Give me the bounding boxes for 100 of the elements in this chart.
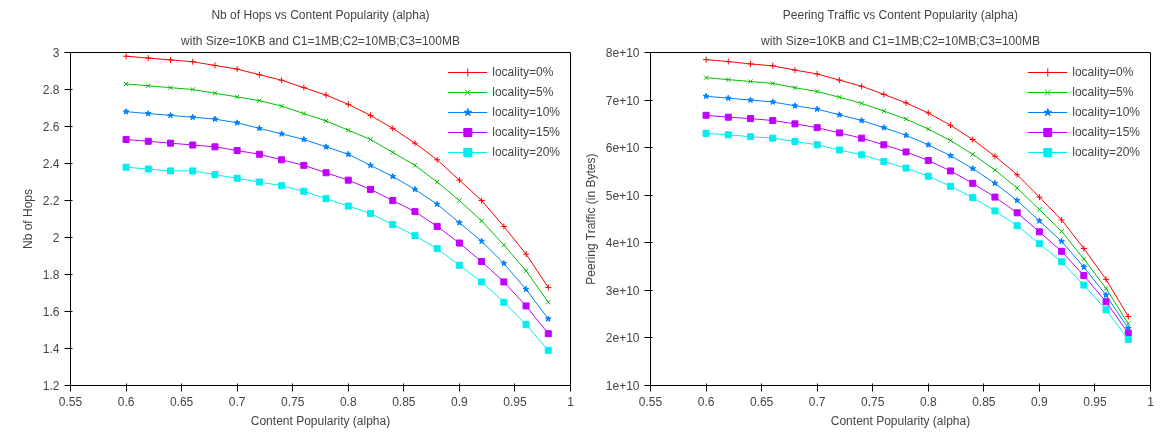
- point: [544, 346, 552, 354]
- point: [1058, 228, 1065, 234]
- point: [211, 171, 219, 179]
- point: [433, 200, 441, 208]
- point: [300, 187, 308, 195]
- point: [389, 197, 397, 204]
- point: [211, 61, 219, 69]
- x-tick-label: 1: [567, 394, 575, 409]
- point: [747, 60, 754, 68]
- point: [500, 278, 508, 286]
- point: [256, 124, 263, 132]
- point: [791, 120, 799, 128]
- point: [500, 298, 508, 306]
- point: [144, 165, 152, 173]
- point: [278, 156, 286, 164]
- point: [1013, 196, 1021, 204]
- y-tick-label: 4e+10: [605, 236, 640, 251]
- point: [344, 176, 352, 184]
- point: [167, 167, 174, 175]
- legend-label: locality=15%: [1072, 125, 1140, 139]
- point: [434, 179, 440, 185]
- point: [367, 185, 374, 193]
- point: [478, 237, 485, 245]
- point: [947, 182, 954, 190]
- point: [367, 161, 374, 169]
- point: [835, 146, 843, 154]
- point: [881, 108, 887, 114]
- y-tick-label: 6e+10: [605, 141, 640, 156]
- point: [501, 242, 507, 248]
- y-tick-label: 1.2: [42, 379, 60, 393]
- y-tick-label: 7e+10: [605, 93, 640, 108]
- point: [902, 148, 910, 156]
- point: [478, 258, 486, 266]
- point: [301, 110, 307, 117]
- point: [769, 62, 777, 70]
- y-axis-title: Nb of Hops: [20, 188, 35, 250]
- x-tick-label: 0.9: [1031, 394, 1049, 409]
- point: [1080, 272, 1088, 280]
- point: [814, 88, 820, 95]
- point: [858, 134, 866, 142]
- y-tick-label: 1.6: [42, 305, 60, 319]
- y-tick-label: 3e+10: [605, 283, 640, 298]
- point: [858, 151, 866, 159]
- point: [455, 261, 463, 269]
- y-tick-label: 2.8: [42, 83, 60, 97]
- x-axis-title: Content Popularity (alpha): [830, 413, 971, 428]
- point: [835, 76, 843, 84]
- point: [500, 222, 508, 230]
- y-tick-label: 1.8: [42, 268, 60, 282]
- x-tick-label: 0.65: [749, 394, 774, 409]
- point: [390, 149, 396, 156]
- y-tick-label: 2.6: [42, 120, 60, 134]
- point: [478, 218, 485, 224]
- x-tick-label: 1: [1147, 394, 1155, 409]
- point: [255, 71, 263, 79]
- point: [233, 119, 241, 126]
- point: [925, 126, 931, 132]
- point: [323, 118, 329, 124]
- point: [880, 157, 888, 165]
- point: [947, 152, 954, 159]
- point: [724, 113, 732, 121]
- point: [278, 76, 286, 84]
- x-tick-label: 0.85: [972, 394, 996, 409]
- point: [702, 92, 710, 100]
- point: [880, 141, 888, 149]
- point: [522, 285, 530, 293]
- point: [769, 98, 777, 105]
- point: [411, 232, 419, 240]
- point: [389, 124, 397, 132]
- point: [367, 209, 374, 217]
- point: [522, 320, 530, 328]
- point: [212, 90, 218, 96]
- point: [702, 129, 710, 137]
- point: [1058, 258, 1066, 266]
- x-tick-label: 0.8: [339, 394, 357, 409]
- point: [835, 129, 843, 137]
- point: [455, 176, 463, 184]
- point: [813, 70, 821, 78]
- point: [924, 172, 932, 180]
- point: [1036, 217, 1043, 224]
- point: [770, 80, 776, 87]
- point: [991, 179, 999, 187]
- point: [433, 245, 441, 253]
- point: [145, 83, 151, 89]
- point: [233, 147, 241, 155]
- point: [412, 162, 418, 168]
- x-tick-label: 0.7: [228, 394, 246, 409]
- point: [858, 100, 865, 107]
- point: [500, 259, 508, 267]
- x-tick-label: 0.8: [919, 394, 937, 409]
- point: [1080, 281, 1088, 289]
- x-tick-label: 0.75: [861, 394, 885, 409]
- point: [389, 221, 397, 229]
- point: [255, 150, 263, 158]
- chart-subtitle: with Size=10KB and C1=1MB;C2=10MB;C3=100MB: [180, 33, 460, 48]
- point: [278, 103, 285, 109]
- point: [1058, 216, 1066, 224]
- point: [1035, 193, 1043, 201]
- point: [791, 102, 799, 109]
- point: [747, 115, 754, 123]
